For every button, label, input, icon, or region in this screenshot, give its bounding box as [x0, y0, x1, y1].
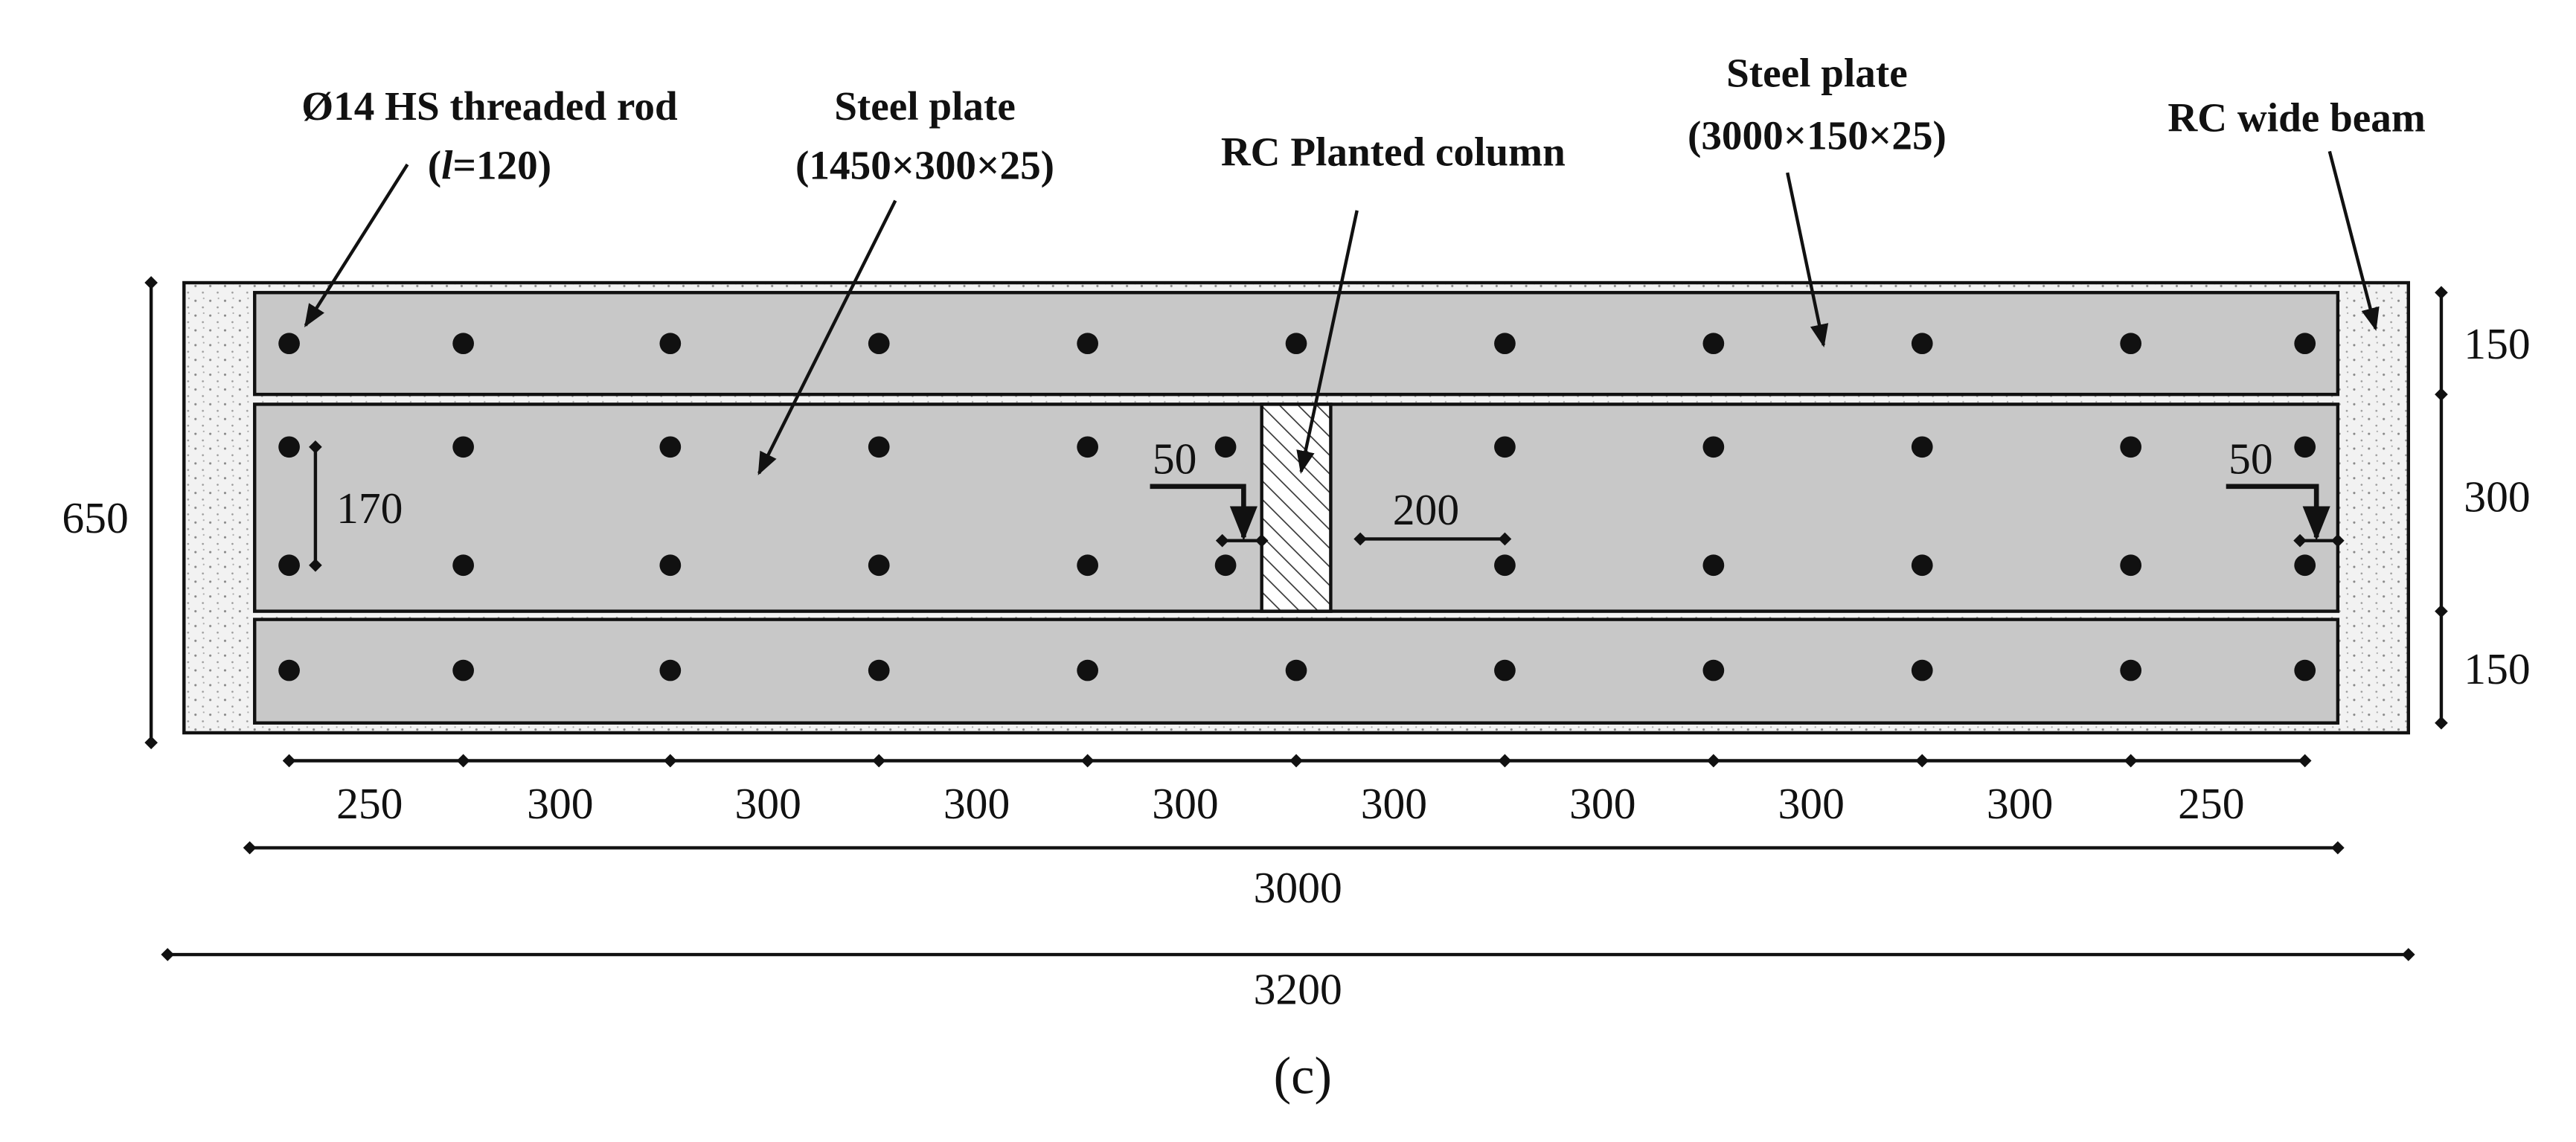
bolt — [1702, 554, 1725, 577]
dimension: 300 — [1778, 779, 1845, 828]
dimension: 300 — [527, 779, 593, 828]
plate-label: Steel plate — [1726, 51, 1908, 96]
planted-column — [1260, 402, 1333, 613]
dimension: 50 — [2229, 434, 2273, 484]
bolt — [1494, 659, 1516, 681]
bolt — [278, 333, 300, 355]
bolt — [2120, 554, 2142, 577]
dimension: 50 — [1153, 434, 1197, 484]
bolt — [2120, 333, 2142, 355]
arrow — [2327, 150, 2380, 331]
dimension: 250 — [2178, 779, 2244, 828]
plate-label: Steel plate — [834, 83, 1016, 129]
dimension: 300 — [1361, 779, 1427, 828]
bolt — [452, 333, 474, 355]
bolt — [1077, 436, 1098, 458]
bolt — [868, 554, 890, 577]
bolt — [1911, 333, 1933, 355]
rod-length: (l=120) — [428, 142, 551, 187]
caption: (c) — [1274, 1047, 1332, 1105]
dimension: 3200 — [1254, 965, 1342, 1014]
arrow — [757, 199, 897, 475]
bolt — [1702, 436, 1725, 458]
bolt — [1214, 436, 1237, 458]
leader — [2226, 484, 2330, 541]
bolt — [1702, 333, 1725, 355]
bolt — [1494, 436, 1516, 458]
bolt — [1702, 659, 1725, 681]
dimension: 200 — [1393, 485, 1459, 534]
bolt — [1077, 659, 1098, 681]
bolt — [452, 659, 474, 681]
bolt — [452, 436, 474, 458]
bolt — [659, 554, 682, 577]
dimension: 650 — [62, 493, 128, 542]
beam-label: RC wide beam — [2168, 94, 2425, 140]
bolt — [868, 333, 890, 355]
rod-label: Ø14 HS threaded rod — [301, 83, 678, 129]
column-label: RC Planted column — [1221, 129, 1566, 175]
bolts — [278, 333, 2316, 681]
dimension: 300 — [1152, 779, 1218, 828]
dimension: 170 — [336, 484, 403, 533]
dimension: 150 — [2464, 644, 2530, 693]
dimension: 300 — [943, 779, 1010, 828]
bolt — [1077, 554, 1098, 577]
bolt — [868, 436, 890, 458]
bolt — [659, 333, 682, 355]
bolt — [659, 659, 682, 681]
bolt — [1285, 659, 1307, 681]
arrow — [304, 163, 409, 328]
bolt — [1911, 436, 1933, 458]
leader — [1150, 484, 1257, 541]
bolt — [1214, 554, 1237, 577]
bolt — [278, 659, 300, 681]
plate-size: (1450×300×25) — [795, 142, 1054, 187]
bolt — [2120, 436, 2142, 458]
bolt — [278, 436, 300, 458]
text: l — [441, 142, 453, 187]
bolt — [278, 554, 300, 577]
bolt — [659, 436, 682, 458]
bolt — [1285, 333, 1307, 355]
dimension: 300 — [1569, 779, 1635, 828]
bolt — [1911, 554, 1933, 577]
bolt — [1077, 333, 1098, 355]
bolt — [452, 554, 474, 577]
arrow — [1296, 210, 1359, 474]
bolt — [1911, 659, 1933, 681]
text: =120) — [453, 142, 552, 187]
plate-size: (3000×150×25) — [1688, 113, 1947, 158]
arrow — [1786, 172, 1829, 347]
dimension: 300 — [734, 779, 801, 828]
bolt — [1494, 554, 1516, 577]
dimension: 250 — [336, 779, 403, 828]
drawing — [182, 280, 2411, 735]
bolt — [1494, 333, 1516, 355]
bolt — [2294, 436, 2316, 458]
text: ( — [428, 142, 441, 187]
bottom-dimensions: 250 300 300 300 300 300 300 300 300 250 — [282, 754, 2312, 828]
bolt — [868, 659, 890, 681]
bolt — [2120, 659, 2142, 681]
bolt — [2294, 554, 2316, 577]
dimension: 3000 — [1254, 863, 1342, 912]
dimension: 300 — [2464, 472, 2530, 521]
bolt — [2294, 659, 2316, 681]
dimension: 150 — [2464, 319, 2530, 368]
bolt — [2294, 333, 2316, 355]
dimension: 300 — [1987, 779, 2053, 828]
